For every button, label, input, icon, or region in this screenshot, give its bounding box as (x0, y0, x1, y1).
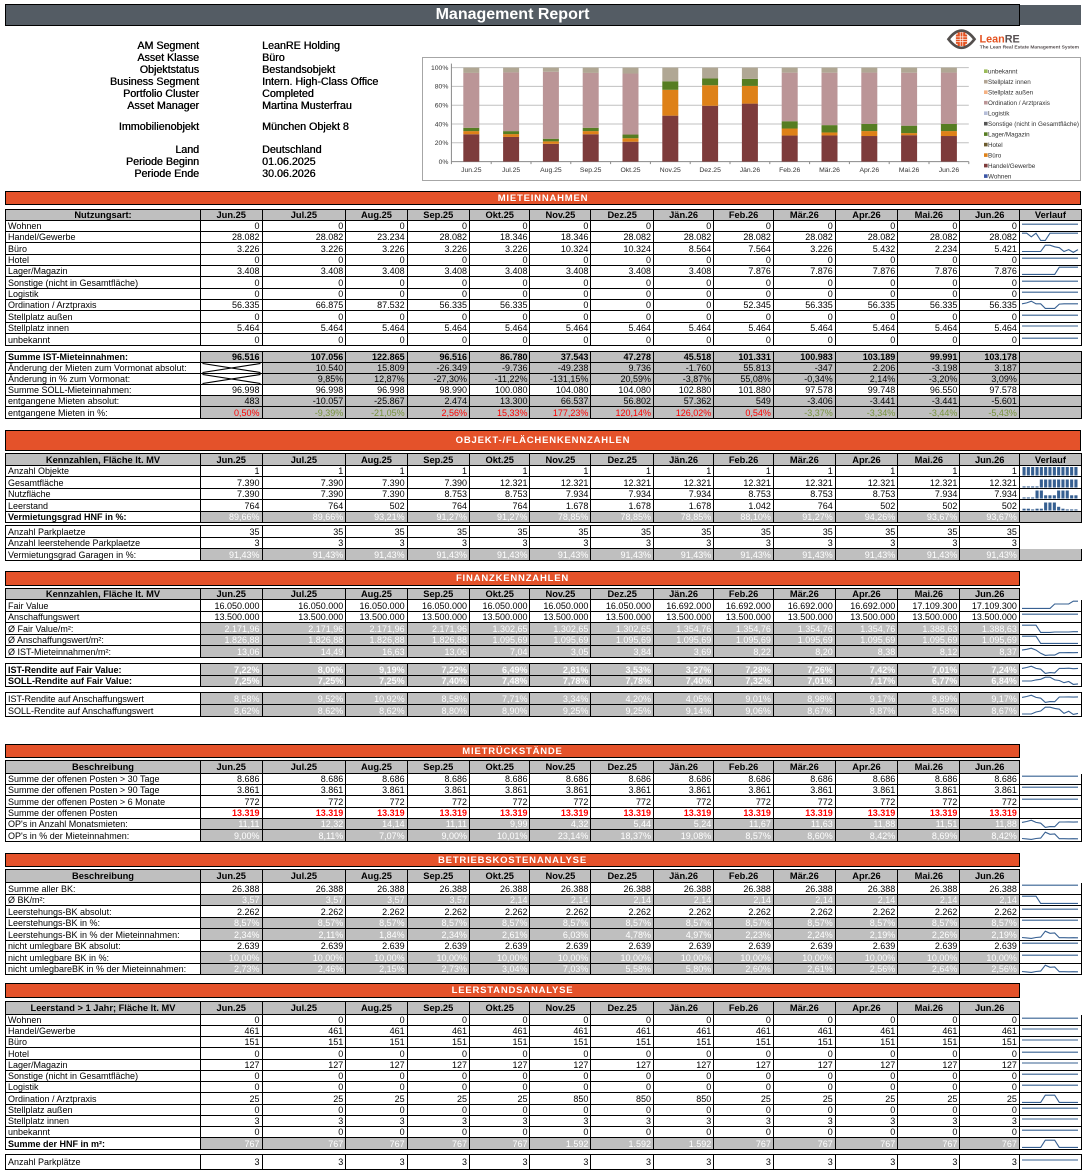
svg-text:Aug.25: Aug.25 (540, 167, 562, 174)
svg-text:Handel/Gewerbe: Handel/Gewerbe (988, 163, 1036, 170)
svg-text:Jun.26: Jun.26 (939, 167, 960, 174)
svg-text:Jul.25: Jul.25 (502, 167, 520, 174)
svg-text:Mär.26: Mär.26 (819, 167, 840, 174)
svg-text:LeanRE: LeanRE (980, 33, 1020, 45)
svg-text:Sep.25: Sep.25 (580, 167, 602, 174)
svg-text:Lager/Magazin: Lager/Magazin (988, 131, 1030, 138)
svg-text:unbekannt: unbekannt (988, 68, 1018, 75)
svg-text:Sonstige (nicht in Gesamtfläch: Sonstige (nicht in Gesamtfläche) (988, 121, 1079, 128)
svg-text:100%: 100% (431, 65, 448, 72)
svg-text:Mai.26: Mai.26 (899, 167, 920, 174)
svg-text:0%: 0% (439, 159, 449, 166)
svg-text:Apr.26: Apr.26 (859, 167, 879, 174)
svg-text:Stellplatz außen: Stellplatz außen (988, 89, 1034, 96)
svg-text:Stellplatz innen: Stellplatz innen (988, 79, 1031, 86)
svg-text:Wohnen: Wohnen (988, 173, 1012, 180)
svg-text:Jun.25: Jun.25 (461, 167, 482, 174)
svg-text:20%: 20% (435, 140, 449, 147)
svg-text:Hotel: Hotel (988, 142, 1003, 149)
svg-text:Jän.26: Jän.26 (740, 167, 761, 174)
svg-text:The Lean Real Estate Managemen: The Lean Real Estate Management System (980, 45, 1080, 51)
svg-text:60%: 60% (435, 103, 449, 110)
svg-text:Okt.25: Okt.25 (620, 167, 640, 174)
svg-text:40%: 40% (435, 121, 449, 128)
svg-text:Büro: Büro (988, 152, 1002, 159)
svg-text:Dez.25: Dez.25 (699, 167, 721, 174)
svg-text:Ordination / Arztpraxis: Ordination / Arztpraxis (988, 100, 1050, 107)
svg-text:Feb.26: Feb.26 (779, 167, 800, 174)
svg-text:80%: 80% (435, 84, 449, 91)
svg-text:Nov.25: Nov.25 (660, 167, 681, 174)
svg-text:Logistik: Logistik (988, 110, 1010, 117)
